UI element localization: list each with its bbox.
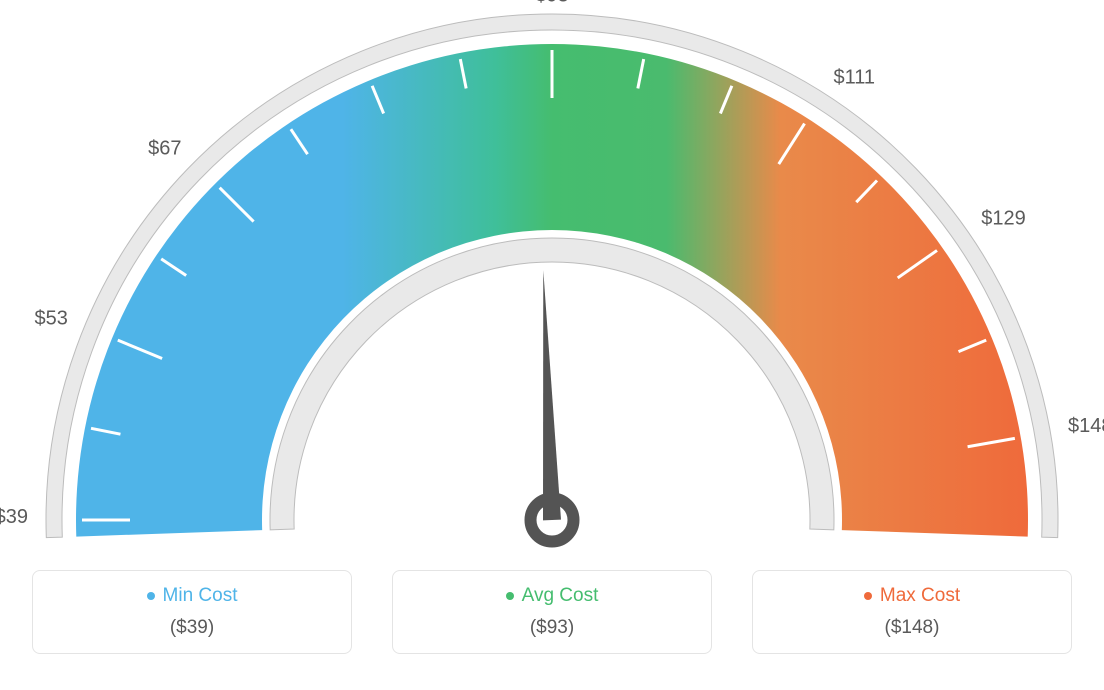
legend-value-max: ($148) <box>763 617 1061 639</box>
legend-value-min: ($39) <box>43 617 341 639</box>
legend-card-max: Max Cost ($148) <box>752 570 1072 654</box>
tick-label: $129 <box>981 208 1026 231</box>
tick-label: $148 <box>1068 415 1104 438</box>
legend-label-avg: Avg Cost <box>522 585 599 607</box>
legend-title-max: Max Cost <box>864 585 960 607</box>
tick-label: $111 <box>834 67 876 90</box>
gauge-svg <box>0 0 1104 570</box>
legend-title-min: Min Cost <box>147 585 238 607</box>
legend-dot-min <box>147 592 155 600</box>
legend-value-avg: ($93) <box>403 617 701 639</box>
legend-row: Min Cost ($39) Avg Cost ($93) Max Cost (… <box>0 570 1104 674</box>
legend-card-min: Min Cost ($39) <box>32 570 352 654</box>
legend-dot-max <box>864 592 872 600</box>
legend-card-avg: Avg Cost ($93) <box>392 570 712 654</box>
legend-dot-avg <box>506 592 514 600</box>
legend-title-avg: Avg Cost <box>506 585 599 607</box>
tick-label: $93 <box>535 0 568 8</box>
gauge-chart: $39 $53 $67 $93 $111 $129 $148 <box>0 0 1104 570</box>
tick-label: $53 <box>35 308 68 331</box>
legend-label-max: Max Cost <box>880 585 960 607</box>
tick-label: $67 <box>148 138 181 161</box>
tick-label: $39 <box>0 506 28 529</box>
legend-label-min: Min Cost <box>163 585 238 607</box>
